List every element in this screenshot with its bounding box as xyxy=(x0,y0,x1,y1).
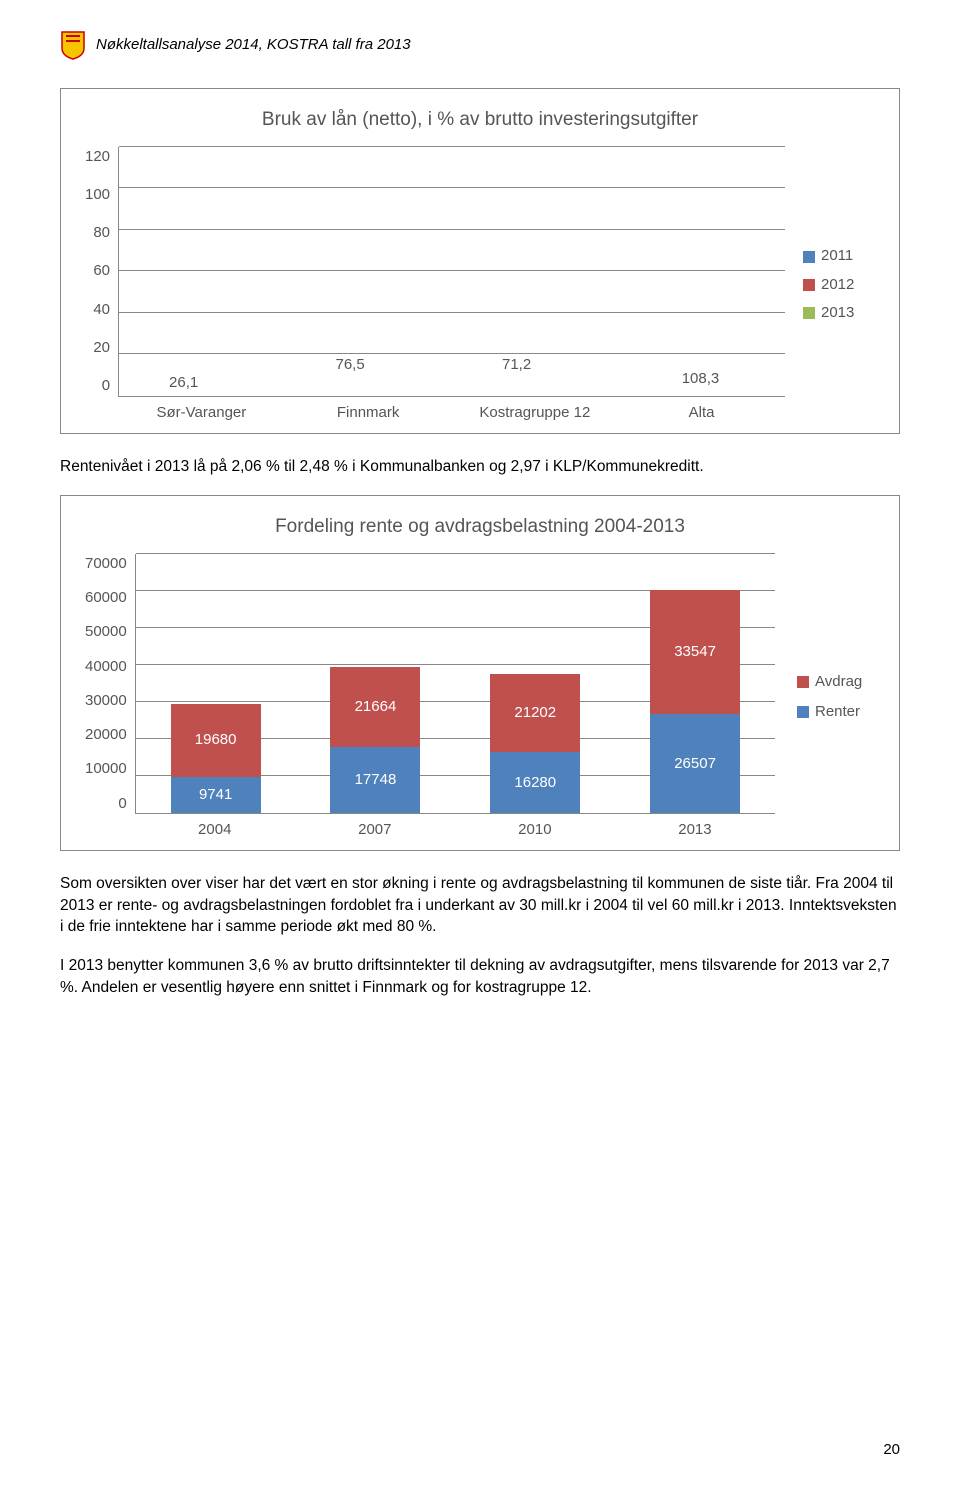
page-header: Nøkkeltallsanalyse 2014, KOSTRA tall fra… xyxy=(60,30,900,60)
xtick: 2013 xyxy=(625,820,766,840)
ytick: 20 xyxy=(93,338,110,358)
legend-label: 2011 xyxy=(821,246,853,266)
paragraph-rentenivaa: Rentenivået i 2013 lå på 2,06 % til 2,48… xyxy=(60,456,900,477)
chart1-plot: 26,1 76,5 71,2 108,3 xyxy=(118,147,785,397)
legend-item: Avdrag xyxy=(797,672,875,692)
legend-label: 2012 xyxy=(821,275,854,295)
chart1-y-axis: 120 100 80 60 40 20 0 xyxy=(85,147,118,397)
xtick: 2010 xyxy=(464,820,605,840)
header-title: Nøkkeltallsanalyse 2014, KOSTRA tall fra… xyxy=(96,35,411,55)
bar-segment: 16280 xyxy=(490,752,580,812)
ytick: 40000 xyxy=(85,657,127,677)
chart2-legend: Avdrag Renter xyxy=(775,554,875,840)
bar-segment: 21664 xyxy=(330,667,420,747)
chart1-title: Bruk av lån (netto), i % av brutto inves… xyxy=(85,107,875,133)
bar-value-label: 26,1 xyxy=(169,373,198,393)
xtick: Sør-Varanger xyxy=(128,403,275,423)
bar-value-label: 71,2 xyxy=(502,355,531,375)
bar-segment: 33547 xyxy=(650,590,740,715)
stacked-bar: 974119680 xyxy=(171,704,261,813)
legend-swatch xyxy=(803,279,815,291)
bar-value-label: 108,3 xyxy=(682,369,720,389)
ytick: 40 xyxy=(93,300,110,320)
chart1-x-axis: Sør-Varanger Finnmark Kostragruppe 12 Alta xyxy=(118,403,785,423)
ytick: 80 xyxy=(93,223,110,243)
legend-item: Renter xyxy=(797,702,875,722)
bar-segment: 9741 xyxy=(171,777,261,813)
xtick: 2007 xyxy=(304,820,445,840)
ytick: 60 xyxy=(93,261,110,281)
ytick: 30000 xyxy=(85,691,127,711)
xtick: 2004 xyxy=(144,820,285,840)
chart2-title: Fordeling rente og avdragsbelastning 200… xyxy=(85,514,875,540)
xtick: Alta xyxy=(628,403,775,423)
bar-segment: 19680 xyxy=(171,704,261,777)
bar-segment: 26507 xyxy=(650,714,740,812)
legend-item: 2011 xyxy=(803,246,875,266)
bar-segment: 21202 xyxy=(490,674,580,753)
ytick: 20000 xyxy=(85,725,127,745)
paragraph-oversikt: Som oversikten over viser har det vært e… xyxy=(60,873,900,937)
xtick: Kostragruppe 12 xyxy=(462,403,609,423)
ytick: 0 xyxy=(118,794,126,814)
ytick: 0 xyxy=(102,376,110,396)
chart2-y-axis: 70000 60000 50000 40000 30000 20000 10000 0 xyxy=(85,554,135,814)
ytick: 10000 xyxy=(85,759,127,779)
chart1-legend: 2011 2012 2013 xyxy=(785,147,875,423)
bar-value-label: 76,5 xyxy=(336,355,365,375)
ytick: 60000 xyxy=(85,588,127,608)
ytick: 100 xyxy=(85,185,110,205)
legend-label: Renter xyxy=(815,702,860,722)
chart2-plot: 974119680 1774821664 1628021202 2650733547 xyxy=(135,554,775,814)
chart2-x-axis: 2004 2007 2010 2013 xyxy=(135,820,775,840)
ytick: 70000 xyxy=(85,554,127,574)
legend-label: Avdrag xyxy=(815,672,862,692)
stacked-bar: 1774821664 xyxy=(330,667,420,813)
bar-segment: 17748 xyxy=(330,747,420,813)
legend-swatch xyxy=(797,676,809,688)
legend-swatch xyxy=(803,251,815,263)
ytick: 50000 xyxy=(85,622,127,642)
chart-rente-avdrag: Fordeling rente og avdragsbelastning 200… xyxy=(60,495,900,851)
page-number: 20 xyxy=(883,1440,900,1460)
xtick: Finnmark xyxy=(295,403,442,423)
legend-item: 2013 xyxy=(803,303,875,323)
stacked-bar: 2650733547 xyxy=(650,590,740,813)
paragraph-2013: I 2013 benytter kommunen 3,6 % av brutto… xyxy=(60,955,900,998)
ytick: 120 xyxy=(85,147,110,167)
chart-loan-usage: Bruk av lån (netto), i % av brutto inves… xyxy=(60,88,900,434)
legend-swatch xyxy=(803,307,815,319)
shield-icon xyxy=(60,30,86,60)
stacked-bar: 1628021202 xyxy=(490,674,580,813)
legend-swatch xyxy=(797,706,809,718)
legend-label: 2013 xyxy=(821,303,854,323)
legend-item: 2012 xyxy=(803,275,875,295)
